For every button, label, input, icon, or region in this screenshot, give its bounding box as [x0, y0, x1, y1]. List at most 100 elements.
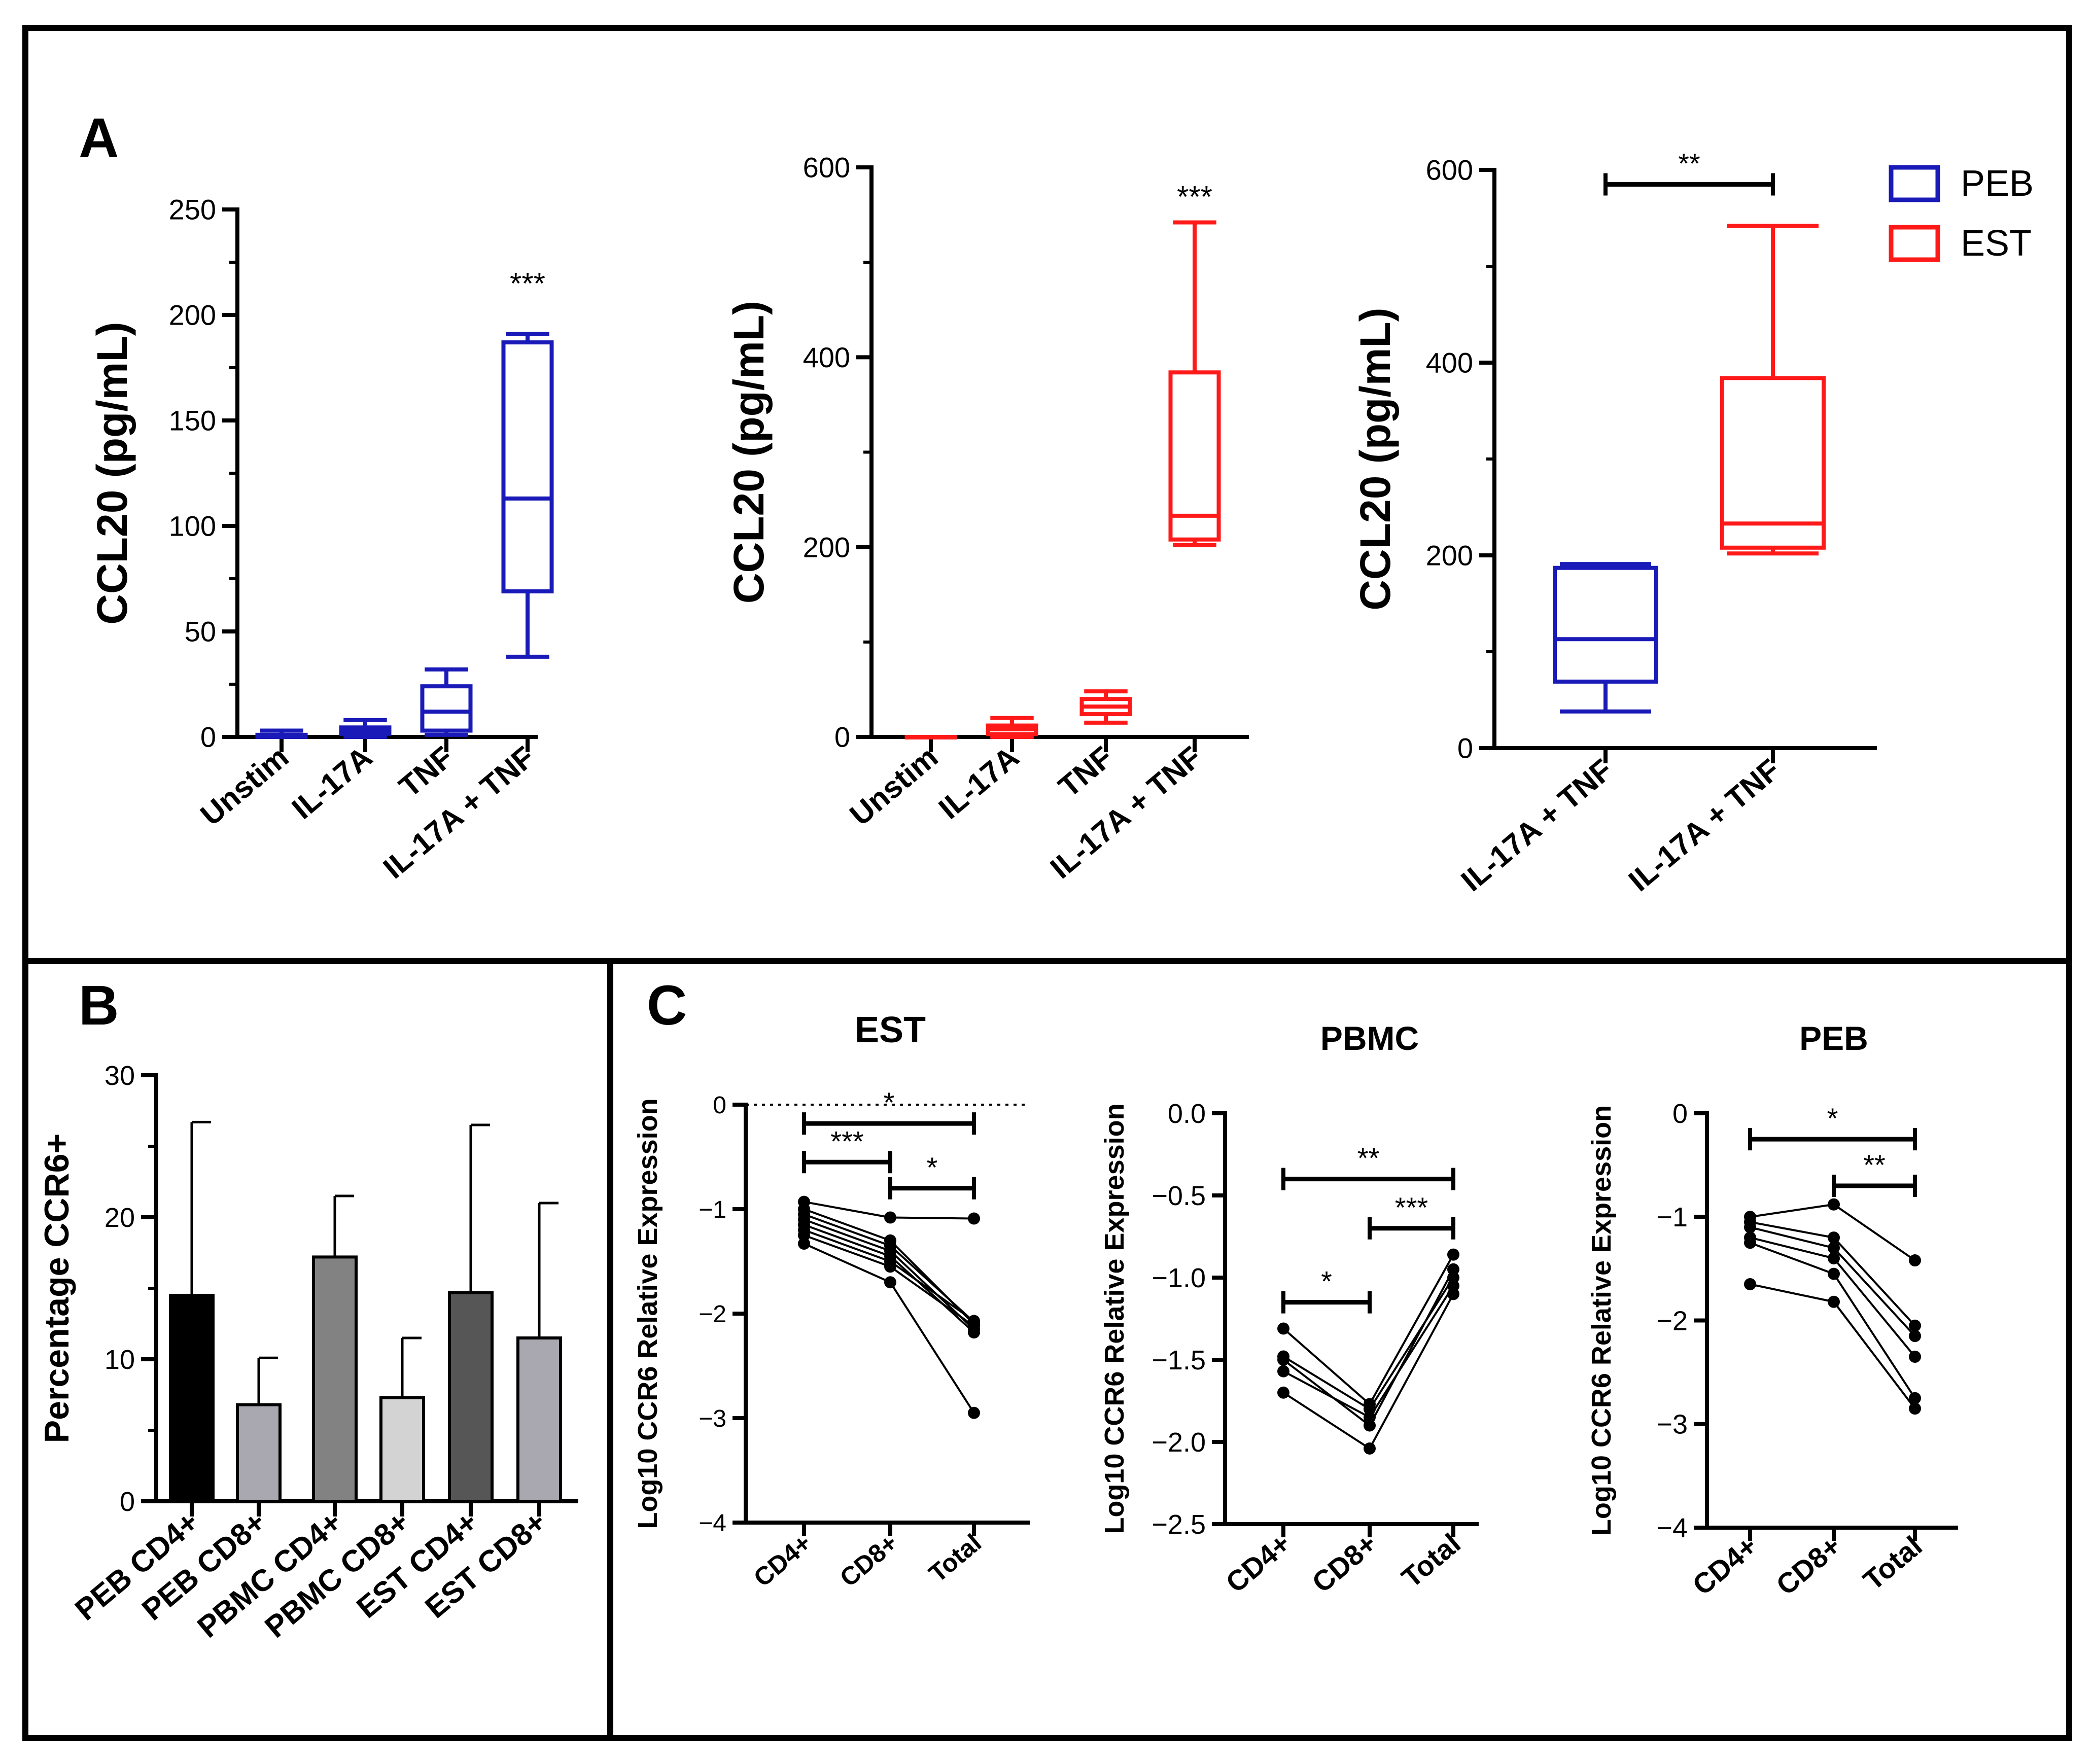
x-category-label: TNF — [393, 740, 460, 804]
paired-series — [798, 1237, 980, 1419]
data-point — [1447, 1248, 1459, 1261]
paired-line — [1282, 1254, 1454, 1406]
paired-series — [1744, 1216, 1921, 1332]
x-category-label: CD4+ — [1219, 1527, 1296, 1599]
paired-series — [798, 1229, 980, 1332]
x-category-label: Total — [1857, 1530, 1928, 1597]
significance-label: *** — [830, 1125, 863, 1157]
chart-a3: 0 200 400 600 IL-17A + TNF IL-17A + TNF CCL20 … — [1351, 148, 2034, 898]
chart-c1: 0 −1 −2 −3 −4 CD4+ CD8+ Total Log10 CCR6 Relativ… — [633, 1010, 1030, 1592]
bar — [379, 1396, 425, 1503]
chart-c2: 0.0 −0.5 −1.0 −1.5 −2.0 −2.5 CD4+ CD8+ Total Log1… — [1099, 1019, 1479, 1599]
x-category-label: Total — [1396, 1527, 1467, 1594]
y-axis-label: Log10 CCR6 Relative Expression — [633, 1098, 663, 1529]
data-point — [1909, 1392, 1921, 1404]
x-category-label: IL-17A + TNF — [1044, 740, 1208, 886]
box-1 — [1553, 562, 1658, 714]
data-point — [968, 1406, 980, 1419]
data-point — [1277, 1354, 1289, 1366]
y-axis-label: CCL20 (pg/mL) — [88, 322, 136, 624]
bar — [236, 1403, 282, 1503]
box-body — [1168, 370, 1221, 542]
y-tick-label: 0 — [200, 721, 216, 753]
x-category-label: Total — [923, 1529, 987, 1588]
box-2 — [339, 718, 392, 739]
y-tick-label: 100 — [169, 510, 216, 542]
x-category-label: TNF — [1052, 740, 1119, 804]
data-point — [884, 1276, 896, 1289]
data-point — [1909, 1254, 1921, 1267]
y-tick-label: −1 — [699, 1196, 726, 1223]
chart-title: PEB — [1799, 1019, 1868, 1057]
significance-label: * — [927, 1151, 938, 1183]
data-point — [1828, 1295, 1840, 1308]
box-body — [1720, 376, 1826, 550]
y-tick-label: −3 — [699, 1405, 726, 1432]
significance-label: * — [884, 1086, 895, 1118]
y-tick-label: −4 — [699, 1510, 726, 1537]
x-category-label: CD8+ — [834, 1529, 903, 1593]
y-tick-label: 600 — [803, 152, 850, 184]
panel-label-c: C — [647, 974, 687, 1037]
significance-bracket: * — [802, 1086, 976, 1135]
paired-series — [1277, 1263, 1459, 1432]
data-point — [1744, 1278, 1756, 1291]
x-category-label: IL-17A — [286, 740, 379, 826]
significance-bracket: *** — [1368, 1191, 1455, 1240]
x-category-label: CD8+ — [1306, 1527, 1382, 1599]
significance-bracket: *** — [802, 1125, 892, 1174]
significance-label: * — [1321, 1265, 1332, 1297]
y-tick-label: −3 — [1656, 1409, 1688, 1440]
legend-label: PEB — [1961, 163, 2034, 204]
y-tick-label: 0 — [1457, 732, 1473, 764]
data-point — [1277, 1386, 1289, 1399]
data-point — [1909, 1350, 1921, 1363]
x-category-label: IL-17A + TNF — [1622, 753, 1787, 898]
x-category-label: IL-17A — [932, 740, 1026, 826]
data-point — [1277, 1365, 1289, 1378]
y-tick-label: −1.0 — [1152, 1263, 1206, 1293]
data-point — [1447, 1288, 1459, 1300]
significance-bracket: ** — [1832, 1149, 1917, 1197]
legend-swatch — [1889, 165, 1940, 202]
box-body — [501, 340, 554, 593]
bar — [312, 1255, 358, 1503]
x-category-label: IL-17A + TNF — [1455, 753, 1619, 898]
y-axis-label: CCL20 (pg/mL) — [725, 301, 773, 604]
y-tick-label: −2 — [699, 1301, 726, 1328]
data-point — [1828, 1231, 1840, 1244]
data-point — [968, 1320, 980, 1332]
y-tick-label: −2 — [1656, 1306, 1688, 1336]
significance-label: * — [1827, 1102, 1838, 1134]
significance-bracket: * — [888, 1151, 976, 1199]
significance-label: *** — [1395, 1191, 1428, 1223]
legend: PEB EST — [1889, 163, 2034, 264]
paired-series — [1744, 1221, 1921, 1343]
data-point — [1828, 1267, 1840, 1280]
chart-title: EST — [855, 1010, 926, 1050]
chart-title: PBMC — [1320, 1019, 1419, 1057]
data-point — [1828, 1242, 1840, 1254]
y-tick-label: 600 — [1426, 154, 1473, 186]
y-axis-label: Percentage CCR6+ — [38, 1134, 76, 1443]
x-category-label: CD4+ — [748, 1529, 817, 1593]
y-tick-label: −0.5 — [1152, 1181, 1206, 1211]
y-tick-label: 30 — [104, 1061, 135, 1091]
y-tick-label: 250 — [169, 194, 216, 226]
box-body — [420, 684, 473, 733]
panel-label-b: B — [79, 974, 119, 1037]
significance-bracket: ** — [1603, 148, 1775, 196]
box-4 — [501, 332, 554, 659]
y-tick-label: −4 — [1656, 1513, 1688, 1543]
significance-label: ** — [1863, 1149, 1886, 1181]
data-point — [1364, 1442, 1376, 1455]
data-point — [1828, 1252, 1840, 1264]
significance-label: *** — [1177, 180, 1212, 214]
panel-a-frame — [22, 25, 2072, 964]
data-point — [884, 1211, 896, 1224]
box-2 — [1720, 224, 1826, 556]
